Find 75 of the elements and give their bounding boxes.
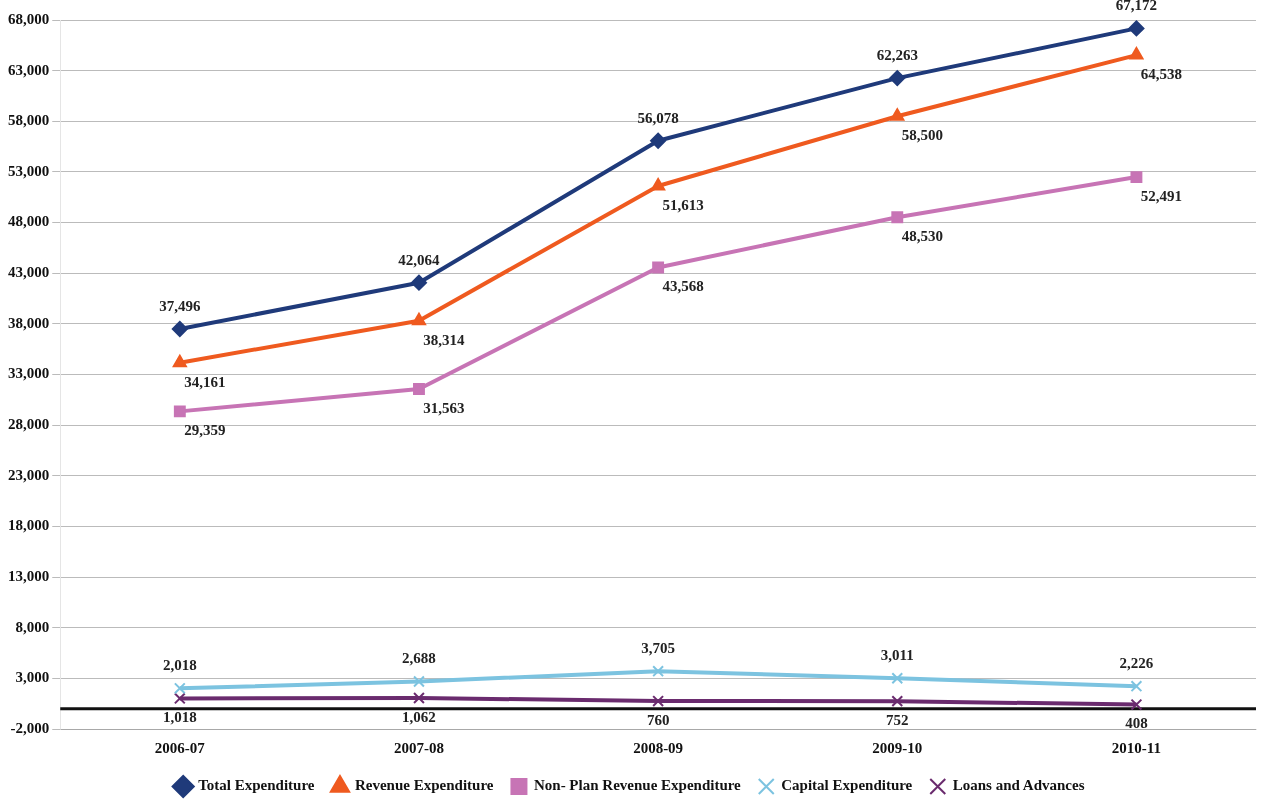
point	[891, 695, 904, 708]
x-tick-label: 2010-11	[1111, 739, 1162, 756]
y-tick-label: -2,000	[10, 719, 50, 736]
x-tick-label: 2009-10	[872, 739, 923, 756]
y-tick-label: 28,000	[8, 416, 50, 433]
y-tick-label: 58,000	[8, 112, 50, 129]
data-label: 408	[1125, 715, 1148, 732]
data-label: 29,359	[184, 422, 226, 439]
legend-label: Revenue Expenditure	[354, 777, 494, 794]
x-tick-label: 2008-09	[633, 739, 684, 756]
y-tick-label: 43,000	[8, 264, 50, 281]
data-label: 58,500	[901, 127, 943, 144]
point	[173, 405, 186, 418]
data-label: 31,563	[423, 399, 465, 416]
data-label: 51,613	[662, 196, 704, 213]
data-label: 64,538	[1140, 65, 1183, 82]
point	[890, 108, 905, 121]
data-label: 760	[646, 711, 670, 728]
data-label: 62,263	[876, 46, 918, 63]
data-label: 2,226	[1119, 655, 1154, 672]
data-label: 3,011	[880, 647, 914, 664]
point	[891, 672, 904, 685]
point	[1128, 20, 1145, 37]
point	[889, 70, 906, 87]
point	[413, 692, 425, 704]
x-tick-label: 2006-07	[154, 739, 206, 756]
data-label: 37,496	[159, 297, 201, 314]
legend-label: Capital Expenditure	[781, 777, 913, 794]
y-tick-label: 48,000	[8, 213, 50, 230]
data-label: 43,568	[662, 278, 704, 295]
data-label: 34,161	[184, 373, 226, 390]
y-tick-label: 8,000	[15, 618, 50, 635]
point	[652, 665, 665, 678]
data-label: 752	[886, 712, 909, 728]
y-tick-label: 3,000	[15, 669, 50, 686]
point	[652, 261, 665, 274]
data-label: 2,688	[402, 650, 436, 667]
data-label: 38,314	[423, 331, 466, 348]
point	[651, 177, 666, 191]
point	[171, 320, 188, 337]
data-label: 56,078	[637, 109, 679, 126]
point	[652, 695, 665, 707]
point	[411, 312, 427, 326]
point	[1129, 47, 1144, 60]
data-label: 2,018	[162, 657, 197, 674]
y-tick-label: 33,000	[8, 365, 50, 382]
point	[1130, 680, 1143, 693]
x-tick-label: 2007-08	[393, 739, 444, 756]
data-label: 1,018	[162, 709, 197, 726]
point	[1130, 698, 1143, 711]
legend-label: Non- Plan Revenue Expenditure	[533, 777, 742, 794]
data-label: 52,491	[1140, 187, 1183, 204]
point	[413, 383, 425, 396]
point	[413, 675, 425, 688]
y-tick-label: 13,000	[8, 567, 50, 584]
legend-label: Total Expenditure	[198, 777, 315, 794]
data-label: 1,062	[402, 708, 436, 725]
point	[172, 354, 187, 368]
point	[1130, 171, 1143, 184]
point	[650, 132, 667, 149]
point	[410, 274, 427, 291]
y-tick-label: 68,000	[8, 10, 50, 27]
legend-label: Loans and Advances	[952, 777, 1085, 794]
point	[173, 682, 186, 695]
data-label: 67,172	[1115, 0, 1158, 14]
data-label: 3,705	[641, 640, 675, 657]
y-tick-label: 18,000	[8, 517, 50, 534]
y-tick-label: 38,000	[8, 314, 50, 331]
point	[891, 211, 904, 224]
y-tick-label: 53,000	[8, 162, 50, 179]
y-tick-label: 63,000	[8, 61, 50, 78]
point	[173, 692, 186, 705]
y-tick-label: 23,000	[8, 466, 50, 483]
data-label: 48,530	[901, 228, 943, 245]
data-label: 42,064	[398, 251, 441, 268]
